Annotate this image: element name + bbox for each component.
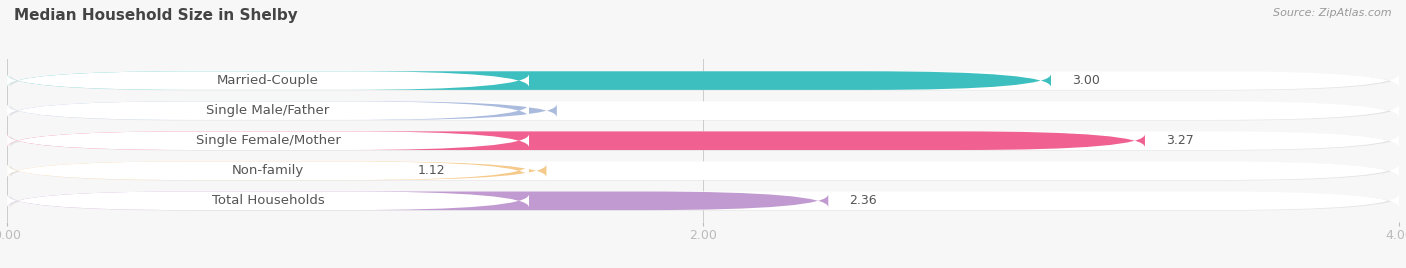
FancyBboxPatch shape bbox=[7, 161, 1399, 180]
FancyBboxPatch shape bbox=[7, 71, 529, 90]
Text: 3.00: 3.00 bbox=[1071, 74, 1099, 87]
FancyBboxPatch shape bbox=[7, 101, 529, 120]
Text: 3.27: 3.27 bbox=[1166, 134, 1194, 147]
FancyBboxPatch shape bbox=[7, 101, 1399, 120]
FancyBboxPatch shape bbox=[7, 71, 1050, 90]
FancyBboxPatch shape bbox=[7, 131, 529, 150]
Text: Source: ZipAtlas.com: Source: ZipAtlas.com bbox=[1274, 8, 1392, 18]
Text: 2.36: 2.36 bbox=[849, 194, 877, 207]
FancyBboxPatch shape bbox=[10, 132, 1402, 151]
Text: 1.12: 1.12 bbox=[418, 164, 446, 177]
FancyBboxPatch shape bbox=[7, 131, 1399, 150]
FancyBboxPatch shape bbox=[7, 101, 557, 120]
FancyBboxPatch shape bbox=[10, 102, 1402, 121]
FancyBboxPatch shape bbox=[7, 192, 1399, 210]
FancyBboxPatch shape bbox=[7, 192, 828, 210]
FancyBboxPatch shape bbox=[7, 161, 547, 180]
Text: Median Household Size in Shelby: Median Household Size in Shelby bbox=[14, 8, 298, 23]
Text: Single Male/Father: Single Male/Father bbox=[207, 104, 329, 117]
Text: Married-Couple: Married-Couple bbox=[217, 74, 319, 87]
FancyBboxPatch shape bbox=[7, 71, 1399, 90]
FancyBboxPatch shape bbox=[7, 192, 529, 210]
Text: Single Female/Mother: Single Female/Mother bbox=[195, 134, 340, 147]
FancyBboxPatch shape bbox=[7, 161, 529, 180]
FancyBboxPatch shape bbox=[10, 162, 1402, 181]
Text: Total Households: Total Households bbox=[212, 194, 325, 207]
FancyBboxPatch shape bbox=[10, 192, 1402, 211]
FancyBboxPatch shape bbox=[7, 131, 1144, 150]
Text: Non-family: Non-family bbox=[232, 164, 304, 177]
FancyBboxPatch shape bbox=[10, 72, 1402, 91]
